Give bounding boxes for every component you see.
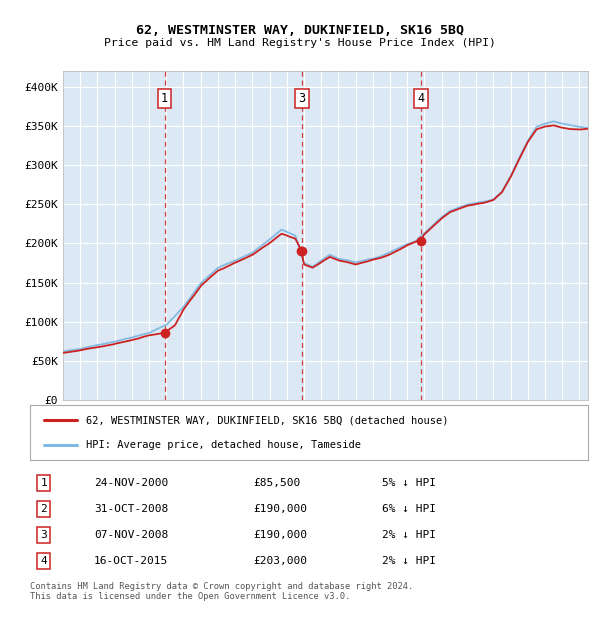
Text: 5% ↓ HPI: 5% ↓ HPI: [382, 478, 436, 488]
Text: 2: 2: [41, 504, 47, 514]
Text: 3: 3: [298, 92, 305, 105]
Text: £85,500: £85,500: [253, 478, 301, 488]
Text: 62, WESTMINSTER WAY, DUKINFIELD, SK16 5BQ (detached house): 62, WESTMINSTER WAY, DUKINFIELD, SK16 5B…: [86, 415, 448, 425]
Text: 24-NOV-2000: 24-NOV-2000: [94, 478, 169, 488]
Text: £190,000: £190,000: [253, 530, 307, 540]
Text: 62, WESTMINSTER WAY, DUKINFIELD, SK16 5BQ: 62, WESTMINSTER WAY, DUKINFIELD, SK16 5B…: [136, 24, 464, 37]
Text: 3: 3: [41, 530, 47, 540]
Text: 4: 4: [41, 556, 47, 566]
Text: 31-OCT-2008: 31-OCT-2008: [94, 504, 169, 514]
Text: 2% ↓ HPI: 2% ↓ HPI: [382, 530, 436, 540]
Text: 07-NOV-2008: 07-NOV-2008: [94, 530, 169, 540]
Text: HPI: Average price, detached house, Tameside: HPI: Average price, detached house, Tame…: [86, 440, 361, 450]
Text: £203,000: £203,000: [253, 556, 307, 566]
Text: 16-OCT-2015: 16-OCT-2015: [94, 556, 169, 566]
Text: 1: 1: [161, 92, 168, 105]
Text: 1: 1: [41, 478, 47, 488]
Text: £190,000: £190,000: [253, 504, 307, 514]
Text: 4: 4: [417, 92, 424, 105]
Text: 6% ↓ HPI: 6% ↓ HPI: [382, 504, 436, 514]
Text: Contains HM Land Registry data © Crown copyright and database right 2024.
This d: Contains HM Land Registry data © Crown c…: [30, 582, 413, 601]
Text: Price paid vs. HM Land Registry's House Price Index (HPI): Price paid vs. HM Land Registry's House …: [104, 38, 496, 48]
Text: 2% ↓ HPI: 2% ↓ HPI: [382, 556, 436, 566]
